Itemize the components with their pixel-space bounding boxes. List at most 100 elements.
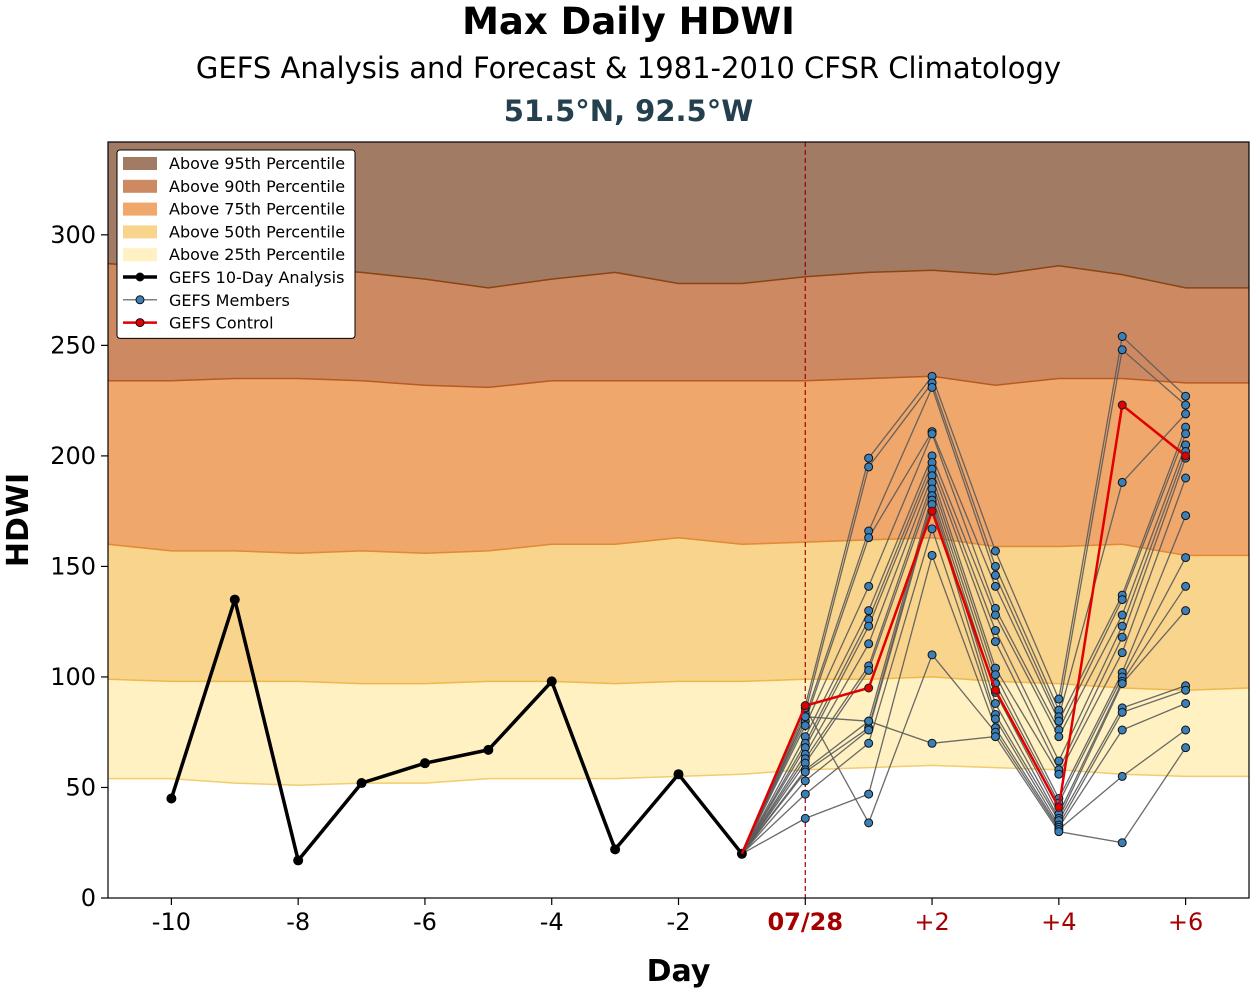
member-point [1181,743,1191,753]
gefs-members [741,332,1191,855]
member-line [741,335,1187,855]
control-point [1054,802,1064,812]
legend-entry: Above 25th Percentile [123,245,345,264]
legend-entry: GEFS Control [123,314,274,333]
member-line [741,451,1187,855]
band-above-95th [108,142,1249,288]
x-tick-label: +2 [914,908,949,936]
x-axis: -10 -8 -6 -4 -2 07/28 +2 +4 +6 [152,898,1203,936]
member-line [741,716,1187,855]
band-above-90th [108,263,1249,388]
member-point [1054,732,1064,742]
legend-swatch [123,225,157,239]
member-point [927,524,937,534]
member-point [990,626,1000,636]
member-point [864,639,874,649]
member-point [1054,756,1064,766]
member-point [990,546,1000,556]
member-point [1117,610,1127,620]
analysis-point [483,744,494,755]
chart-location: 51.5°N, 92.5°W [503,94,754,128]
member-point [864,789,874,799]
member-point [1181,511,1191,521]
x-tick-label: -6 [413,908,437,936]
edge-p50 [108,676,1249,691]
legend-entry: Above 95th Percentile [123,154,345,173]
band-above-75th [108,376,1249,556]
control-point [800,701,810,711]
member-point [1117,595,1127,605]
member-point [990,610,1000,620]
legend-label: Above 25th Percentile [169,245,345,264]
x-tick-label: -8 [286,908,310,936]
member-point [1117,648,1127,658]
control-point [927,506,937,516]
x-tick-label: 07/28 [767,908,843,936]
legend-swatch [123,248,157,262]
y-tick-label: 300 [50,221,96,249]
member-point [1117,345,1127,355]
member-point [990,637,1000,647]
legend-label: GEFS 10-Day Analysis [169,268,344,287]
y-tick-label: 150 [50,552,96,580]
edge-p90 [108,375,1249,389]
x-tick-label: +6 [1168,908,1203,936]
member-point [927,738,937,748]
legend-swatch [123,157,157,170]
x-tick-label: +4 [1041,908,1076,936]
x-axis-label: Day [647,954,711,989]
member-line [741,653,1186,855]
legend-marker [135,295,145,305]
member-point [800,776,810,786]
legend-label: GEFS Control [169,314,274,333]
member-line [741,502,1186,855]
control-line [740,402,1187,855]
legend-entry: GEFS Members [123,291,290,310]
member-point [1117,332,1127,342]
member-line [741,348,1187,855]
member-point [1117,771,1127,781]
member-point [864,453,874,463]
gefs-control [740,400,1191,855]
member-point [1054,769,1064,779]
member-point [990,714,1000,724]
y-axis: 0 50 100 150 200 250 300 [50,221,108,912]
member-point [1181,553,1191,563]
member-point [990,698,1000,708]
legend-entry: GEFS 10-Day Analysis [123,268,344,287]
band-above-50th [108,537,1249,691]
analysis-point [166,793,177,804]
member-point [864,716,874,726]
legend-entry: Above 75th Percentile [123,200,345,219]
member-point [864,738,874,748]
analysis-point [546,676,557,687]
x-tick-label: -2 [667,908,691,936]
member-point [864,462,874,472]
legend-label: GEFS Members [169,291,290,310]
member-line [741,444,1187,855]
member-point [1181,698,1191,708]
analysis-point [356,778,367,789]
member-point [1117,707,1127,717]
y-tick-label: 100 [50,663,96,691]
member-point [1117,621,1127,631]
member-point [990,581,1000,591]
member-point [1117,477,1127,487]
member-point [864,725,874,735]
control-point [1181,451,1191,461]
y-axis-label: HDWI [1,473,36,567]
member-point [1117,838,1127,848]
y-tick-label: 250 [50,331,96,359]
member-line [741,473,1187,855]
legend-label: Above 50th Percentile [169,222,345,241]
member-point [800,767,810,777]
member-point [927,382,937,392]
member-point [1117,725,1127,735]
member-point [800,789,810,799]
member-point [800,721,810,731]
member-point [990,732,1000,742]
analysis-point [293,855,304,866]
edge-p75 [108,536,1249,557]
member-line [741,487,1187,855]
